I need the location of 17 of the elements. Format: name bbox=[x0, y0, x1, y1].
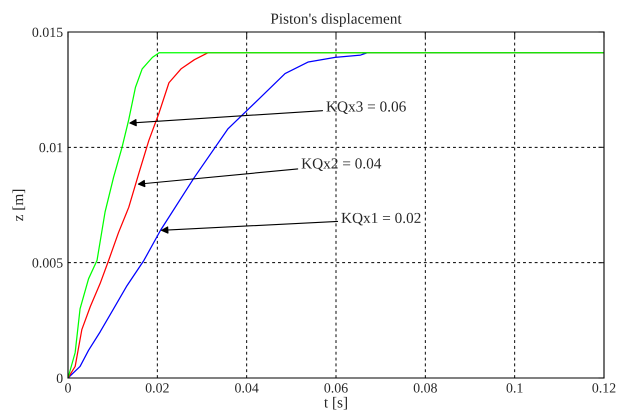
annotation: KQx3 = 0.06 bbox=[326, 101, 406, 114]
annotation: KQx1 = 0.02 bbox=[341, 212, 421, 226]
y-tick-label: 0.005 bbox=[32, 258, 63, 268]
chart-title: Piston's displacement bbox=[270, 13, 402, 27]
y-axis-title: z [m] bbox=[12, 190, 26, 221]
x-tick-label: 0.1 bbox=[506, 383, 523, 393]
x-tick-label: 0.02 bbox=[146, 383, 169, 393]
y-tick-label: 0.015 bbox=[32, 28, 63, 38]
x-tick-label: 0.06 bbox=[324, 383, 348, 393]
y-tick-label: 0.01 bbox=[39, 142, 62, 152]
x-axis-title: t [s] bbox=[324, 396, 347, 410]
x-tick-label: 0.08 bbox=[414, 383, 437, 393]
y-tick-label: 0 bbox=[56, 374, 63, 383]
x-tick-label: 0 bbox=[65, 383, 71, 393]
x-tick-label: 0.12 bbox=[592, 383, 616, 393]
annotation: KQx2 = 0.04 bbox=[302, 158, 382, 171]
x-tick-label: 0.04 bbox=[235, 383, 259, 393]
